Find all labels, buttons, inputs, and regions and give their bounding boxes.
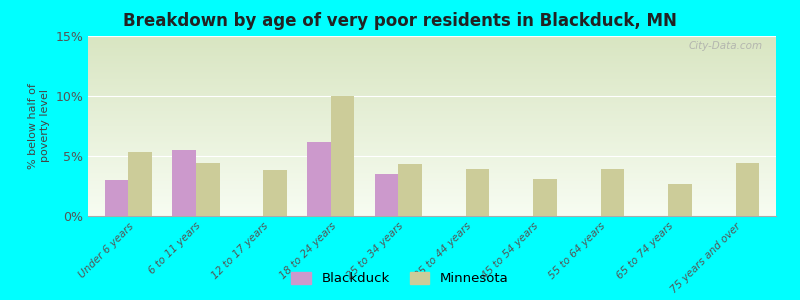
Bar (105, 180, 129, 216)
Bar (668, 184, 692, 216)
Text: Breakdown by age of very poor residents in Blackduck, MN: Breakdown by age of very poor residents … (123, 12, 677, 30)
Bar (196, 163, 219, 216)
Legend: Blackduck, Minnesota: Blackduck, Minnesota (286, 266, 514, 290)
Bar (466, 169, 490, 216)
Bar (307, 142, 331, 216)
Bar (263, 170, 287, 216)
Bar (735, 163, 759, 216)
Bar (331, 96, 354, 216)
Bar (533, 179, 557, 216)
Y-axis label: % below half of
poverty level: % below half of poverty level (28, 83, 50, 169)
Bar (601, 169, 624, 216)
Text: City-Data.com: City-Data.com (688, 41, 762, 51)
Bar (129, 152, 152, 216)
Bar (172, 150, 196, 216)
Bar (398, 164, 422, 216)
Bar (374, 174, 398, 216)
